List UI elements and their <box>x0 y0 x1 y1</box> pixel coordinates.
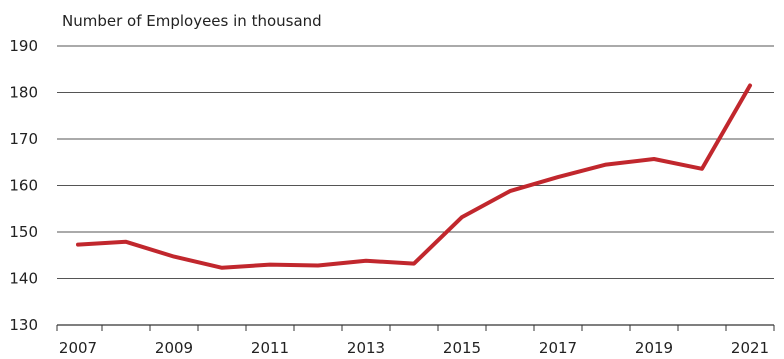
y-tick-label: 170 <box>9 130 38 148</box>
series-layer <box>76 83 752 270</box>
y-tick-label: 180 <box>9 84 38 102</box>
x-tick-label: 2017 <box>539 339 577 357</box>
y-tick-label: 190 <box>9 37 38 55</box>
x-tick-label: 2009 <box>155 339 193 357</box>
x-tick-label: 2021 <box>731 339 769 357</box>
gridlines: 130 140 150 160 170 180 190 <box>9 37 774 334</box>
x-tick-label: 2013 <box>347 339 385 357</box>
x-tick-label: 2015 <box>443 339 481 357</box>
y-tick-label: 130 <box>9 316 38 334</box>
y-tick-label: 160 <box>9 177 38 195</box>
y-tick-label: 150 <box>9 223 38 241</box>
x-tick-label: 2007 <box>59 339 97 357</box>
x-tick-label: 2019 <box>635 339 673 357</box>
x-axis: 2007 2009 2011 2013 2015 2017 2019 2021 <box>56 325 775 357</box>
series-line <box>76 83 752 270</box>
x-tick-label: 2011 <box>251 339 289 357</box>
y-axis-title: Number of Employees in thousand <box>62 12 322 30</box>
y-tick-label: 140 <box>9 270 38 288</box>
